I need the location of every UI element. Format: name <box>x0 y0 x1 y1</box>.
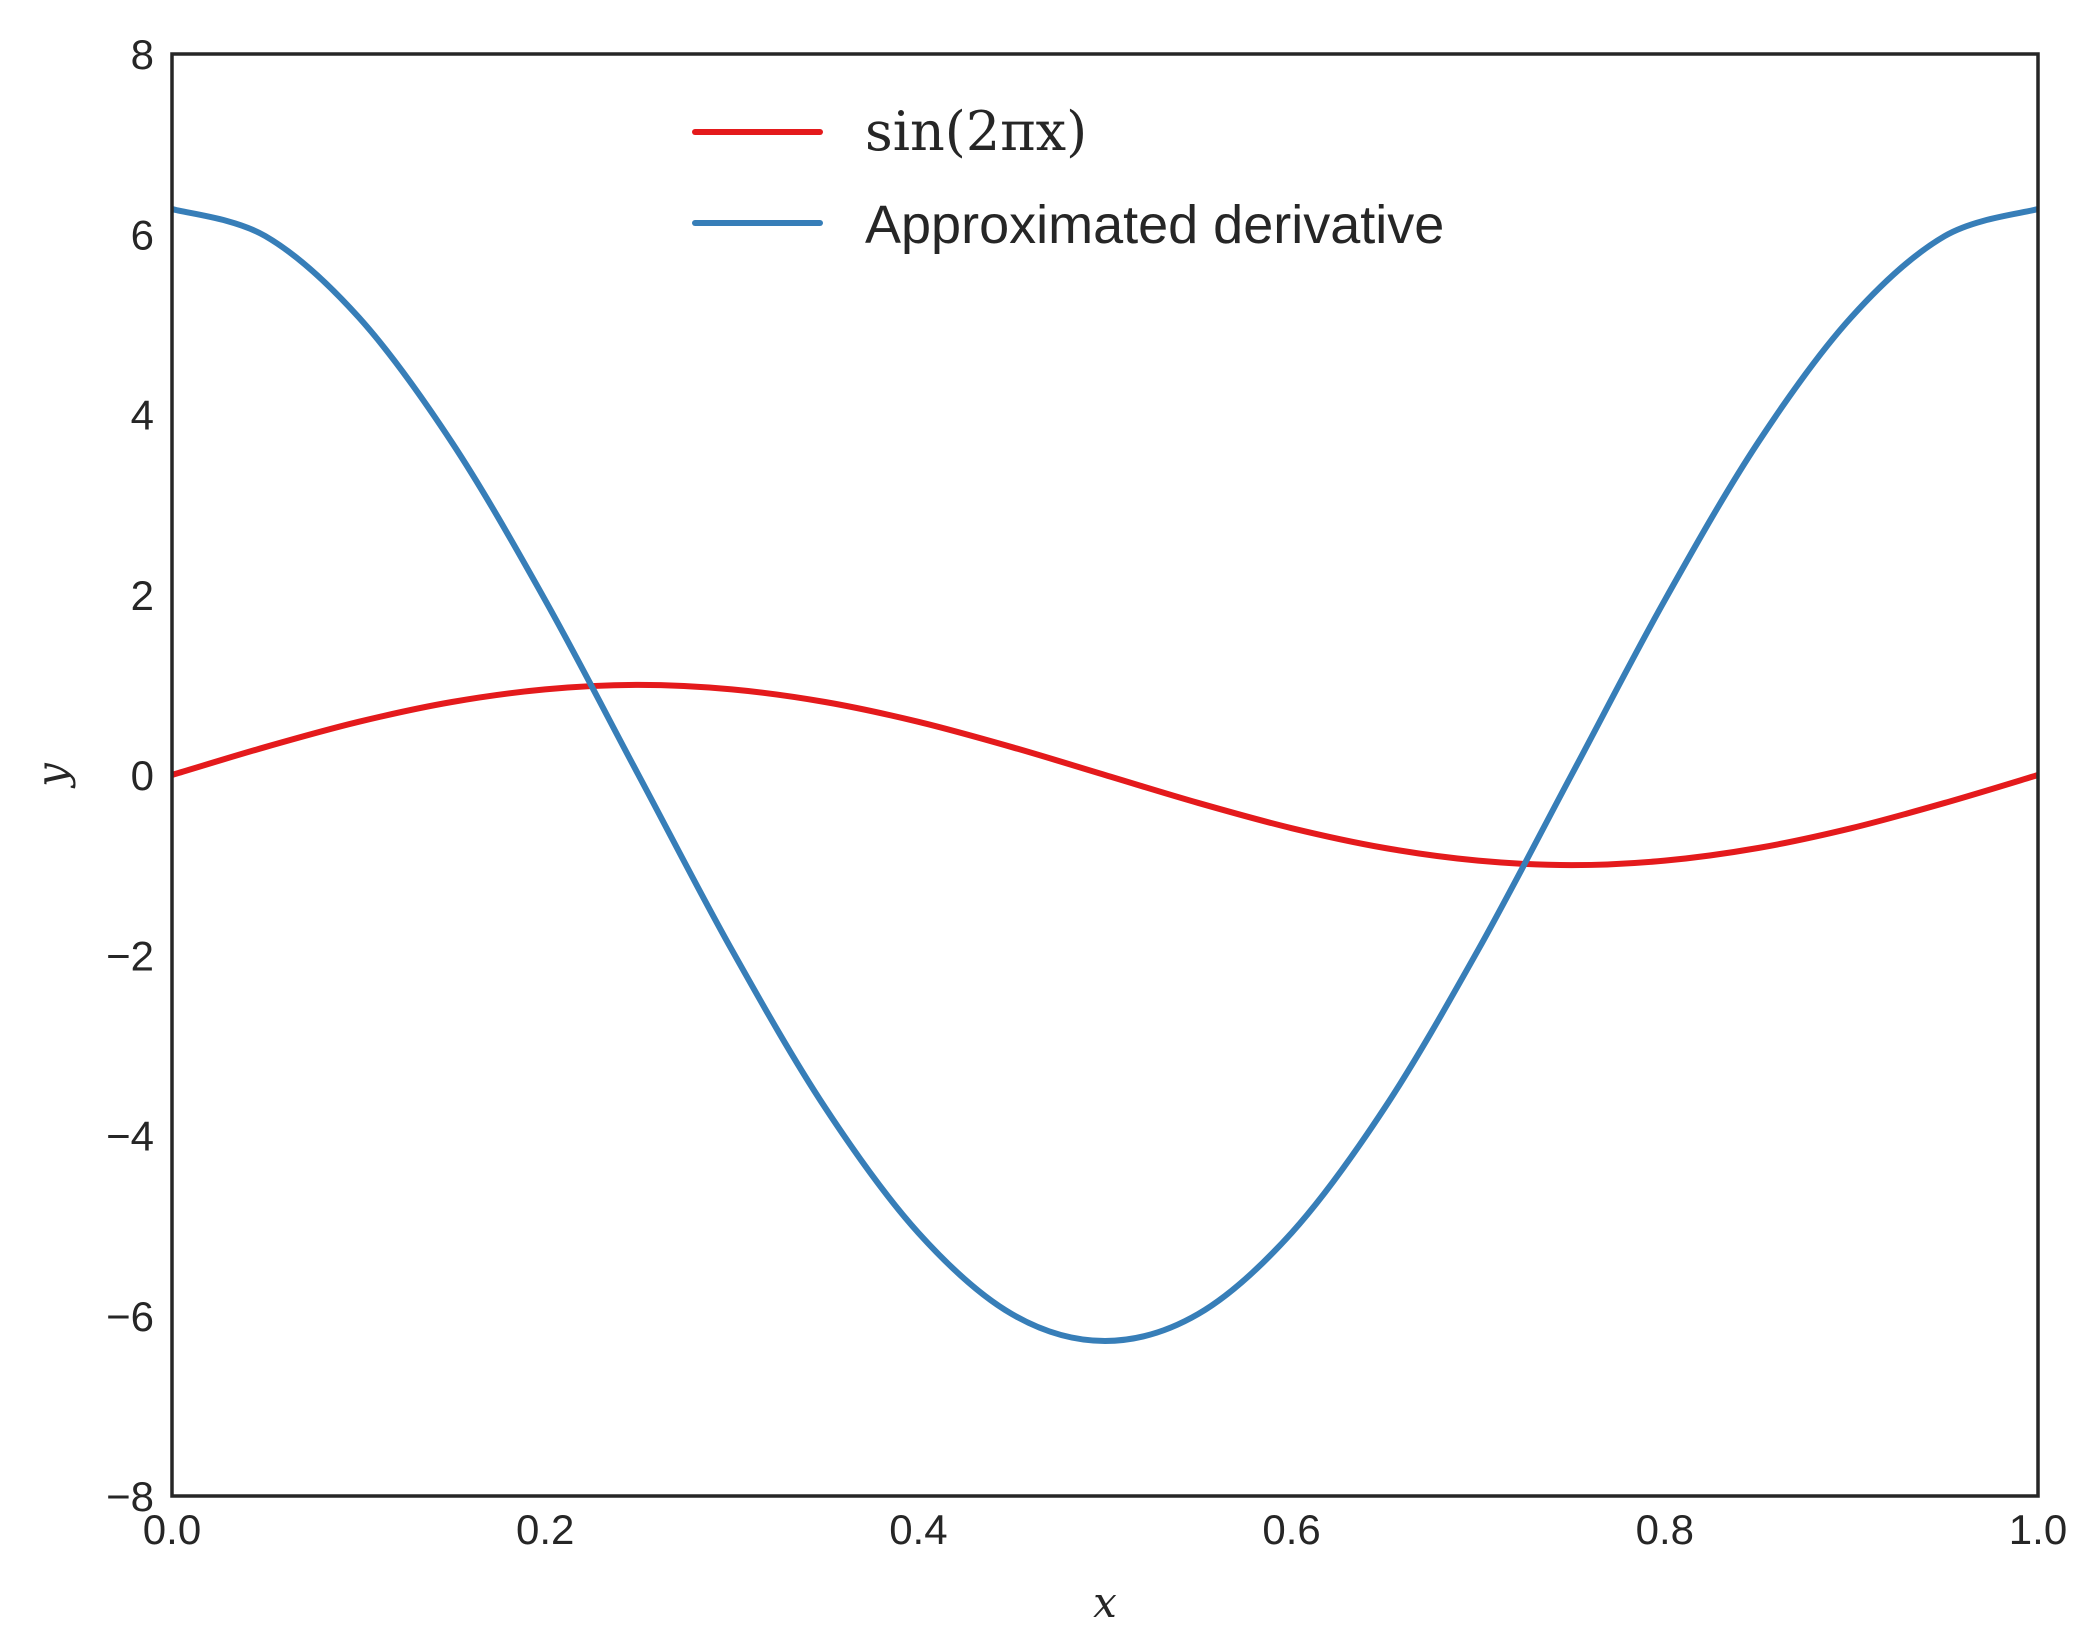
x-tick-label: 0.0 <box>143 1506 201 1553</box>
y-tick-label: 2 <box>131 572 154 619</box>
legend: sin(2πx) Approximated derivative <box>692 100 1444 255</box>
x-tick-label: 0.2 <box>516 1506 574 1553</box>
series-line-derivative <box>171 206 2039 1344</box>
y-tick-label: −4 <box>106 1113 154 1160</box>
plot-frame <box>170 52 2040 1498</box>
y-tick-label: 4 <box>131 392 154 439</box>
x-tick-label: 0.6 <box>1262 1506 1320 1553</box>
y-tick-label: −2 <box>106 932 154 979</box>
legend-label-derivative: Approximated derivative <box>865 195 1444 255</box>
y-tick-label: −6 <box>106 1293 154 1340</box>
y-axis-label: y <box>27 762 76 789</box>
y-tick-label: 6 <box>131 211 154 258</box>
y-tick-labels: 8 6 4 2 0 −2 −4 −6 −8 <box>106 31 154 1520</box>
x-tick-labels: 0.0 0.2 0.4 0.6 0.8 1.0 <box>143 1506 2067 1553</box>
y-tick-label: 0 <box>131 752 154 799</box>
series-line-sin <box>171 681 2039 869</box>
series-layer <box>171 206 2039 1344</box>
y-tick-label: 8 <box>131 31 154 78</box>
x-tick-label: 1.0 <box>2009 1506 2067 1553</box>
x-axis-label: x <box>1093 1578 1117 1627</box>
x-tick-label: 0.4 <box>889 1506 947 1553</box>
legend-label-sin: sin(2πx) <box>865 100 1087 163</box>
y-tick-label: −8 <box>106 1473 154 1520</box>
x-tick-label: 0.8 <box>1636 1506 1694 1553</box>
